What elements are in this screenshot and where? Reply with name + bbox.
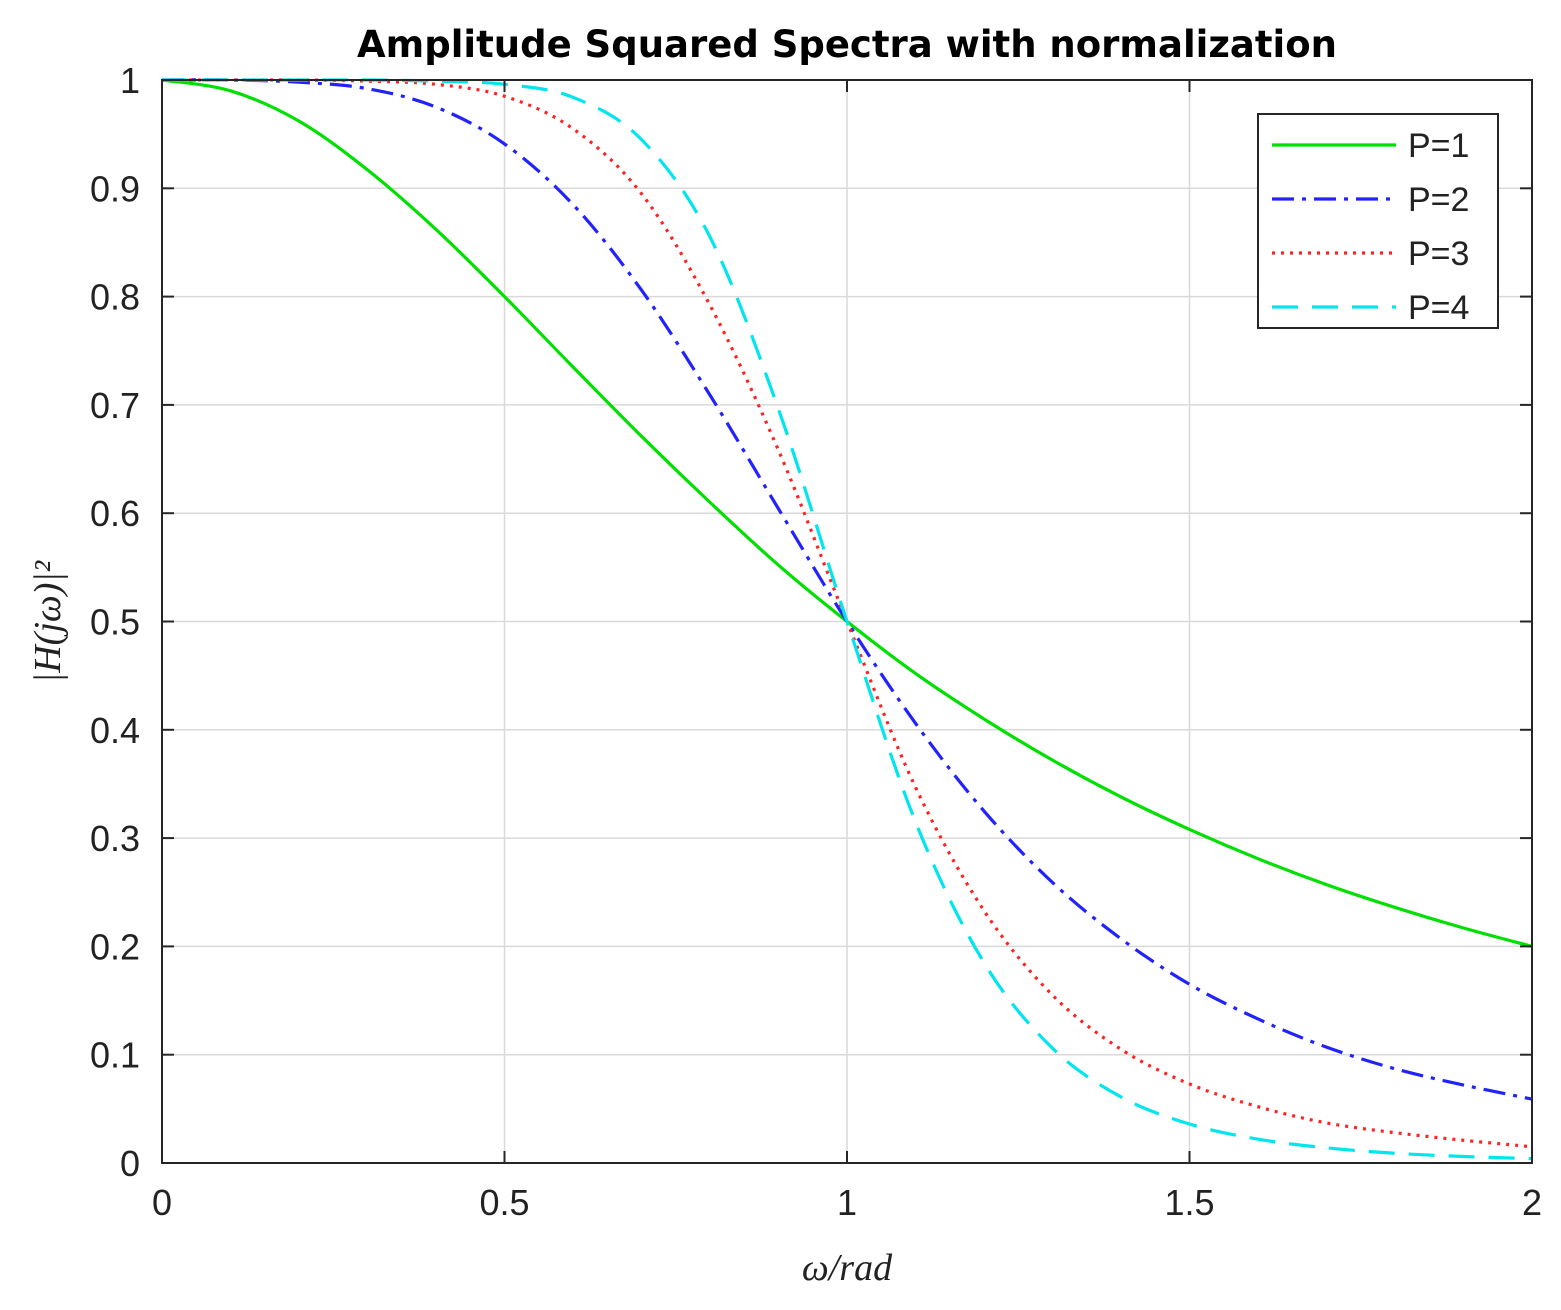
x-tick-labels: 0 0.5 1 1.5 2: [152, 1182, 1542, 1223]
y-tick-label: 0.6: [90, 493, 140, 534]
y-tick-label: 0: [120, 1143, 140, 1184]
series-line-p2: [161, 78, 1533, 1101]
x-tick-label: 1.5: [1164, 1182, 1214, 1223]
legend-box: [1257, 113, 1499, 329]
y-tick-label: 0.8: [90, 277, 140, 318]
legend-label-p2: P=2: [1408, 181, 1469, 219]
ticks: [161, 79, 1533, 1164]
x-axis-label: ω/rad: [802, 1247, 893, 1289]
series-line-p1: [161, 78, 1533, 948]
legend-label-p3: P=3: [1408, 235, 1469, 273]
x-tick-label: 2: [1522, 1182, 1542, 1223]
legend-label-p1: P=1: [1408, 127, 1469, 165]
x-tick-label: 0.5: [479, 1182, 529, 1223]
y-tick-label: 0.3: [90, 818, 140, 859]
y-tick-label: 0.2: [90, 926, 140, 967]
legend-label-p4: P=4: [1408, 289, 1469, 327]
y-tick-label: 0.4: [90, 710, 140, 751]
y-tick-label: 0.5: [90, 602, 140, 643]
x-tick-label: 1: [837, 1182, 857, 1223]
y-tick-label: 1: [120, 60, 140, 101]
y-axis-label: |H(jω)|²: [27, 560, 69, 683]
legend: P=1 P=2 P=3 P=4: [1257, 113, 1499, 329]
y-tick-labels: 0 0.1 0.2 0.3 0.4 0.5 0.6 0.7 0.8 0.9 1: [90, 60, 140, 1184]
y-tick-label: 0.9: [90, 168, 140, 209]
x-tick-label: 0: [152, 1182, 172, 1223]
chart-title: Amplitude Squared Spectra with normaliza…: [357, 23, 1337, 66]
y-tick-label: 0.1: [90, 1035, 140, 1076]
y-tick-label: 0.7: [90, 385, 140, 426]
